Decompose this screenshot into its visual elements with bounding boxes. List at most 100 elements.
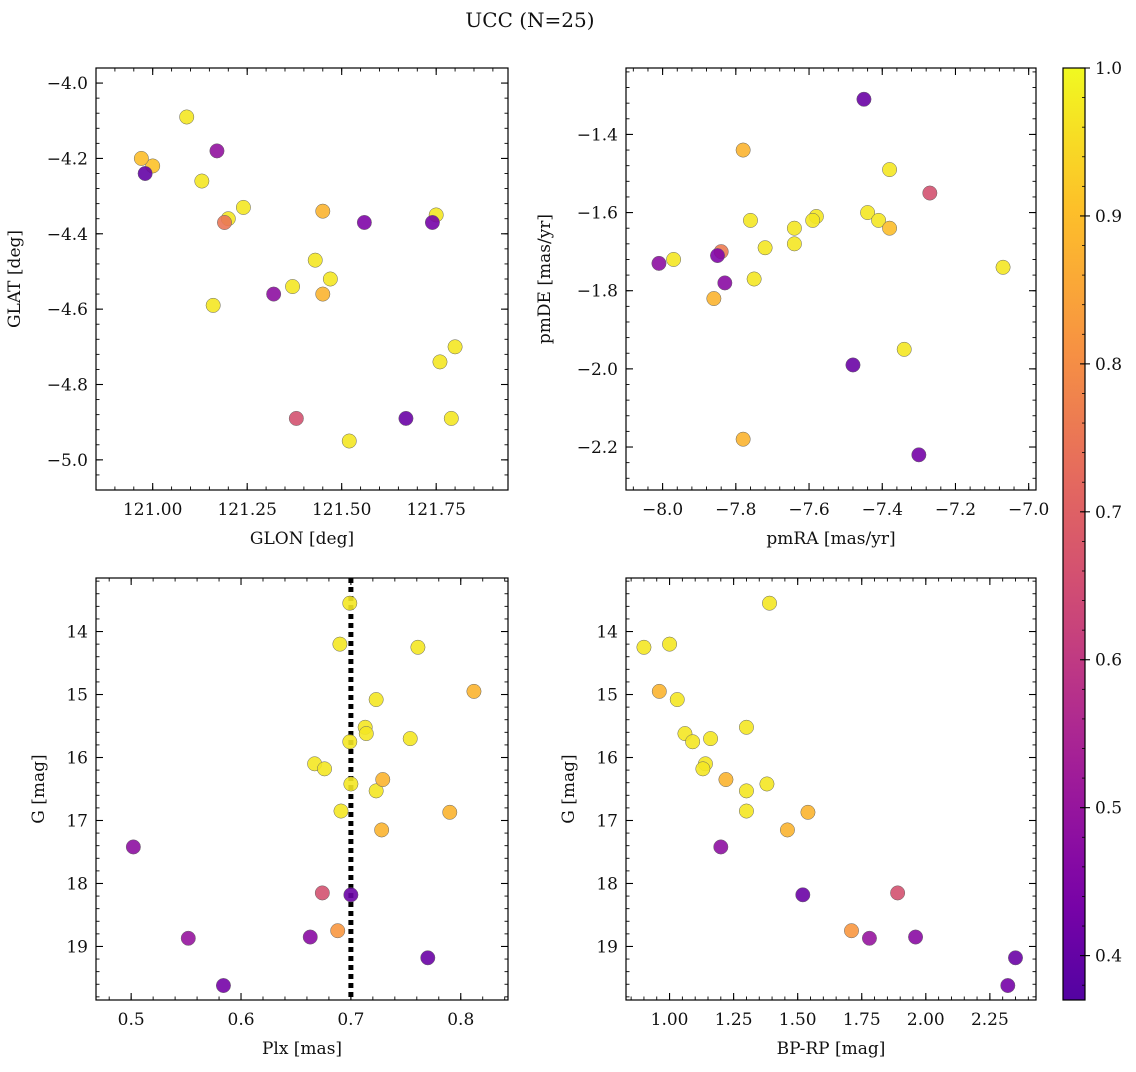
- colorbar: 0.4 0.5 0.6 0.7 0.8 0.9 1.0: [1062, 59, 1122, 1001]
- pm-ytick-label: −1.4: [577, 125, 618, 145]
- sky-data-point: [217, 215, 232, 230]
- pm-ytick-label: −1.8: [577, 282, 618, 302]
- pm-data-point: [856, 91, 872, 107]
- pm-data-point: [871, 212, 887, 228]
- plx-ytick-label: 18: [66, 874, 88, 894]
- pm-plot-frame: [625, 67, 1037, 491]
- sky-data-point: [307, 252, 323, 268]
- sky-data-point: [315, 203, 331, 219]
- pm-data-point: [995, 259, 1011, 275]
- sky-data-point: [285, 279, 301, 294]
- pm-xtick-label: −7.0: [1008, 500, 1049, 520]
- pm-data-point: [786, 236, 802, 252]
- cmd-data-point: [795, 887, 811, 903]
- cmd-data-point: [861, 930, 877, 946]
- plx-data-point: [410, 639, 426, 655]
- colorbar-tick-label: 0.9: [1095, 207, 1122, 227]
- cmd-data-point: [759, 776, 775, 792]
- plx-data-point: [342, 734, 358, 750]
- plx-data-point: [374, 822, 390, 838]
- pm-data-point: [860, 205, 876, 221]
- plx-data-point: [332, 636, 348, 652]
- cmd-data-point: [738, 783, 754, 799]
- sky-data-point: [432, 354, 448, 370]
- pm-x-axis-label: pmRA [mas/yr]: [766, 529, 895, 549]
- plx-x-axis-label: Plx [mas]: [262, 1039, 342, 1059]
- pm-data-point: [922, 185, 938, 201]
- sky-data-point: [194, 173, 210, 189]
- plx-data-point: [368, 692, 384, 708]
- sky-data-point: [137, 166, 153, 181]
- cmd-xtick-label: 1.25: [715, 1010, 753, 1030]
- colorbar-tick-label: 0.4: [1095, 947, 1122, 967]
- sky-data-point: [235, 199, 251, 215]
- sky-data-point: [133, 150, 149, 166]
- cmd-xtick-label: 1.75: [843, 1010, 881, 1030]
- pm-data-point: [882, 220, 898, 236]
- cmd-y-axis-label: G [mag]: [559, 754, 579, 823]
- plx-xtick-label: 0.7: [337, 1010, 364, 1030]
- pm-data-point: [757, 240, 773, 256]
- pm-xtick-label: −7.2: [935, 500, 976, 520]
- plx-xtick-label: 0.6: [228, 1010, 255, 1030]
- sky-plot-frame: [95, 67, 509, 491]
- cmd-ytick-label: 15: [596, 686, 618, 706]
- sky-xtick-label: 121.50: [312, 500, 371, 520]
- cmd-data-point: [662, 636, 678, 652]
- pm-xtick-label: −8.0: [642, 500, 683, 520]
- cmd-ytick-label: 19: [596, 937, 618, 957]
- sky-data-point: [288, 410, 304, 426]
- plx-data-point: [420, 950, 436, 966]
- cmd-data-point: [890, 885, 906, 901]
- pm-xtick-label: −7.6: [788, 500, 829, 520]
- plx-data-point: [215, 978, 231, 993]
- pm-data-point: [743, 212, 758, 228]
- plx-xtick-label: 0.5: [118, 1010, 145, 1030]
- plx-data-point: [375, 772, 391, 788]
- sky-ytick-label: −4.6: [47, 300, 88, 320]
- plx-data-point: [358, 726, 374, 742]
- colorbar-tick-label: 1.0: [1095, 59, 1122, 79]
- cmd-xtick-label: 1.50: [779, 1010, 817, 1030]
- pm-data-point: [735, 142, 751, 158]
- sky-data-point: [209, 143, 225, 159]
- pm-data-point: [710, 248, 725, 264]
- sky-data-point: [315, 286, 331, 302]
- cmd-data-point: [713, 839, 729, 855]
- plx-data-point: [125, 839, 141, 855]
- sky-ytick-label: −4.4: [47, 225, 88, 245]
- plx-ytick-label: 15: [66, 686, 88, 706]
- sky-x-axis-label: GLON [deg]: [250, 529, 354, 549]
- pm-data-point: [735, 431, 751, 447]
- plx-data-point: [333, 803, 349, 819]
- sky-xtick-label: 121.25: [217, 500, 276, 520]
- sky-ytick-label: −5.0: [47, 451, 88, 471]
- plx-data-point: [180, 930, 196, 946]
- cmd-data-point: [651, 683, 667, 699]
- sky-y-axis-label: GLAT [deg]: [5, 230, 25, 328]
- pm-xtick-label: −7.8: [715, 500, 756, 520]
- colorbar-tick-label: 0.5: [1095, 799, 1122, 819]
- cmd-xtick-label: 2.00: [907, 1010, 945, 1030]
- sky-xtick-label: 121.00: [123, 500, 182, 520]
- cmd-data-point: [762, 595, 777, 611]
- cmd-data-point: [703, 731, 719, 747]
- plx-data-point: [314, 885, 330, 901]
- plx-data-point: [343, 887, 359, 903]
- cmd-data-point: [636, 639, 652, 655]
- cmd-ytick-label: 14: [596, 623, 618, 643]
- sky-data-point: [179, 109, 195, 125]
- sky-ytick-label: −4.0: [47, 74, 88, 94]
- cmd-data-point: [908, 929, 924, 945]
- plx-data-point: [342, 595, 358, 611]
- pm-data-point: [666, 252, 682, 267]
- cmd-data-point: [738, 719, 754, 735]
- cmd-ytick-label: 16: [596, 749, 618, 769]
- cmd-data-point: [1008, 950, 1023, 966]
- cmd-plot-frame: [625, 577, 1037, 1001]
- plx-data-point: [343, 776, 359, 792]
- sky-data-point: [341, 433, 357, 449]
- pm-data-point: [911, 447, 927, 463]
- plx-data-point: [330, 923, 346, 939]
